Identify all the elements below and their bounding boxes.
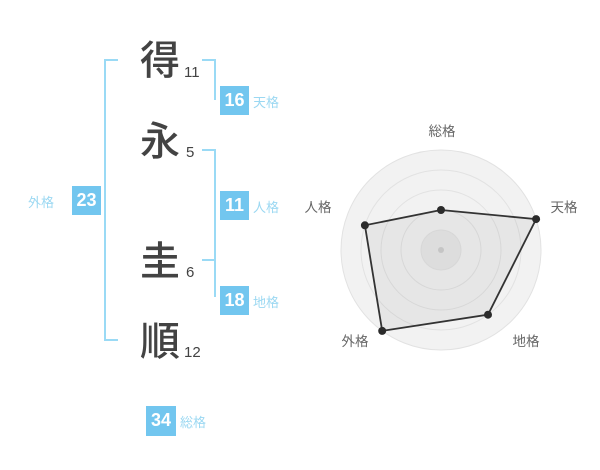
svg-text:総格: 総格 bbox=[429, 120, 456, 140]
svg-text:地格: 地格 bbox=[513, 330, 541, 350]
svg-text:天格: 天格 bbox=[551, 196, 579, 216]
svg-text:外格: 外格 bbox=[342, 330, 369, 350]
svg-text:人格: 人格 bbox=[305, 196, 332, 216]
